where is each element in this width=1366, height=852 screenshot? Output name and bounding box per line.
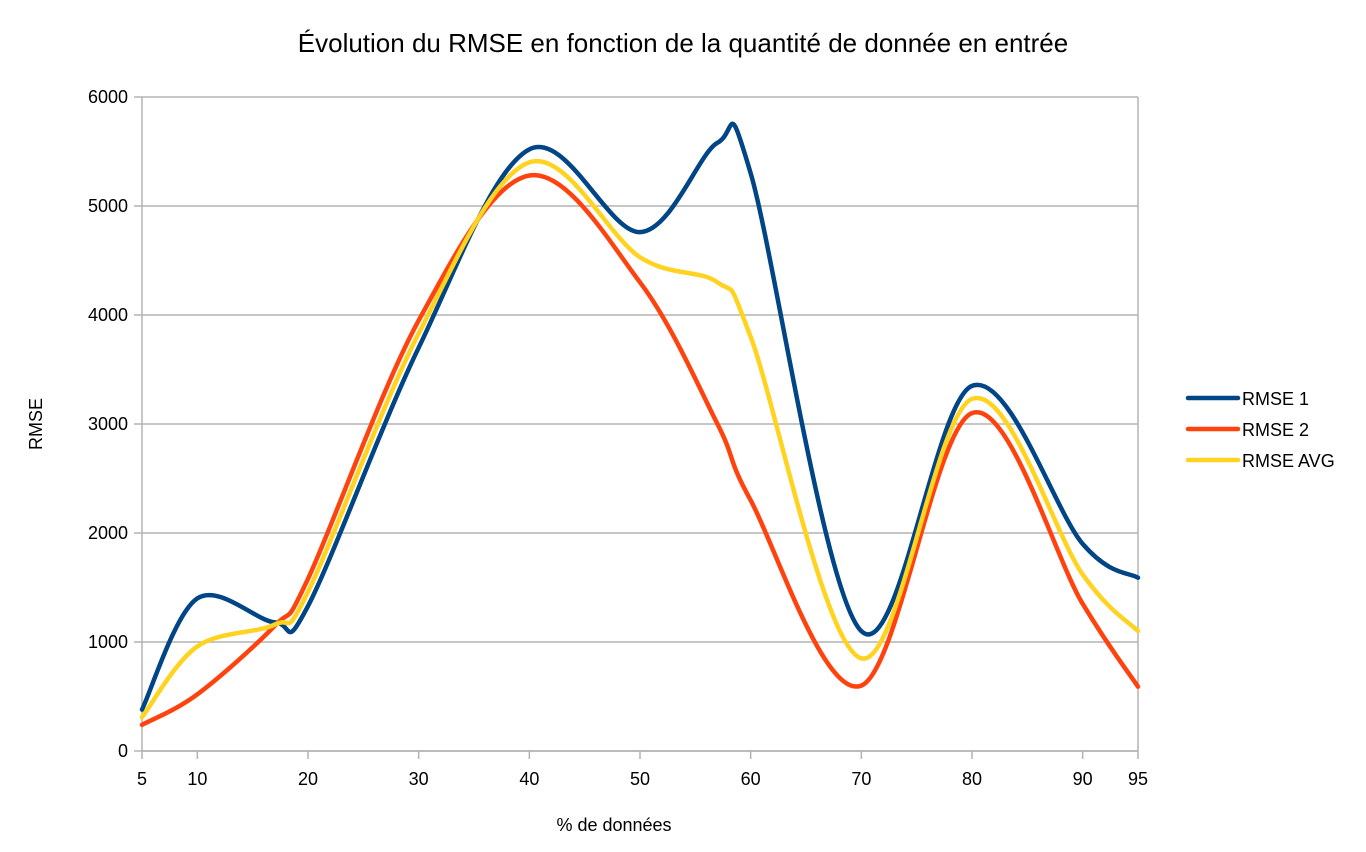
y-tick-label: 0	[118, 741, 128, 761]
y-axis-title: RMSE	[26, 398, 46, 450]
x-tick-label: 80	[962, 769, 982, 789]
x-tick-label: 70	[851, 769, 871, 789]
series-line-1	[139, 121, 1141, 712]
series-line-2	[139, 173, 1141, 728]
gridlines	[142, 96, 1138, 752]
legend-label: RMSE AVG	[1242, 451, 1335, 471]
y-tick-label: 3000	[88, 414, 128, 434]
legend: RMSE 1 RMSE 2 RMSE AVG	[1185, 389, 1335, 471]
x-tick-label: 60	[741, 769, 761, 789]
y-tick-label: 1000	[88, 632, 128, 652]
series-lines	[139, 121, 1141, 728]
axes: 0 1000 2000 3000 4000 5000 6000 5 10 20 30 40 50 60 70…	[88, 87, 1148, 789]
x-tick-label: 95	[1128, 769, 1148, 789]
legend-label: RMSE 1	[1242, 389, 1309, 409]
x-tick-label: 20	[298, 769, 318, 789]
legend-label: RMSE 2	[1242, 420, 1309, 440]
y-tick-label: 2000	[88, 523, 128, 543]
y-tick-label: 4000	[88, 305, 128, 325]
x-axis-title: % de données	[556, 815, 671, 835]
x-tick-label: 30	[409, 769, 429, 789]
x-tick-label: 90	[1073, 769, 1093, 789]
series-line-3	[139, 158, 1141, 720]
y-tick-label: 6000	[88, 87, 128, 107]
x-tick-label: 50	[630, 769, 650, 789]
chart-title: Évolution du RMSE en fonction de la quan…	[298, 28, 1068, 58]
x-tick-label: 5	[137, 769, 147, 789]
y-tick-label: 5000	[88, 196, 128, 216]
x-tick-label: 40	[519, 769, 539, 789]
x-tick-label: 10	[187, 769, 207, 789]
